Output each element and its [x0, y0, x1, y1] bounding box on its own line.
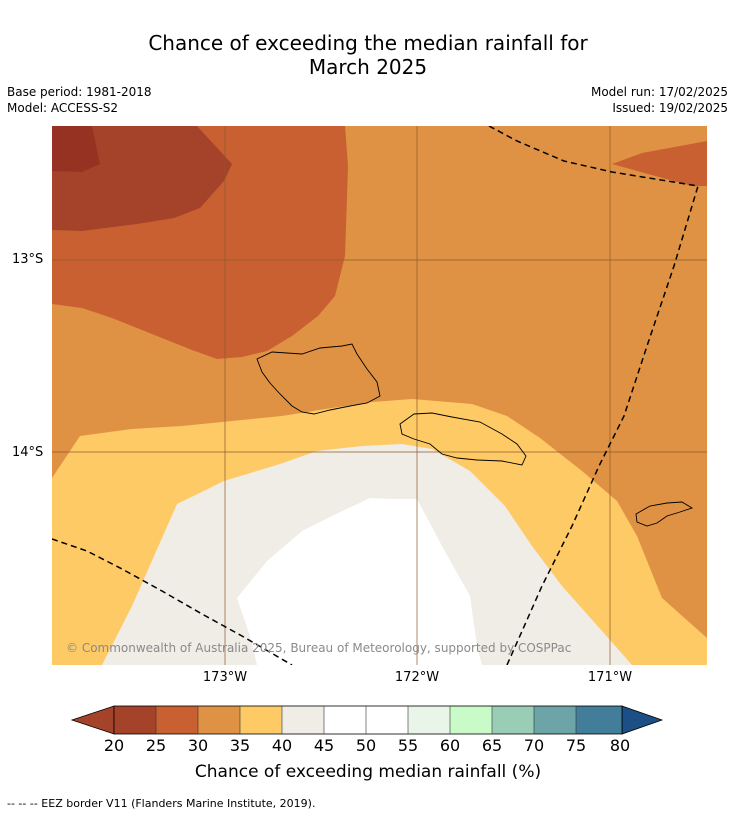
colorbar-tick-60: 60	[439, 736, 461, 755]
colorbar	[70, 705, 664, 735]
colorbar-bin-55-60	[408, 706, 450, 734]
model-run-text: Model run: 17/02/2025	[590, 85, 728, 99]
model-text: Model: ACCESS-S2	[7, 101, 119, 115]
zone-45-55	[237, 498, 482, 665]
colorbar-tick-25: 25	[145, 736, 167, 755]
lon-label-173w: 173°W	[202, 670, 248, 685]
colorbar-tick-35: 35	[229, 736, 251, 755]
colorbar-dividers	[155, 706, 577, 734]
copyright-notice: © Commonwealth of Australia 2025, Bureau…	[66, 641, 572, 655]
upolu-island	[399, 412, 527, 466]
colorbar-tick-70: 70	[523, 736, 545, 755]
lat-label-14s: 14°S	[12, 445, 44, 460]
colorbar-bin-65-70	[492, 706, 534, 734]
zone-25-30-northeast	[612, 141, 707, 186]
map-title-line1: Chance of exceeding the median rainfall …	[148, 31, 588, 55]
colorbar-tick-40: 40	[271, 736, 293, 755]
colorbar-tick-50: 50	[355, 736, 377, 755]
colorbar-bin-50-55	[366, 706, 408, 734]
colorbar-tick-20: 20	[103, 736, 125, 755]
colorbar-tick-80: 80	[609, 736, 631, 755]
colorbar-under-arrow	[70, 705, 115, 735]
colorbar-tick-75: 75	[565, 736, 587, 755]
colorbar-bin-75-80	[576, 706, 622, 734]
colorbar-bin-25-30	[156, 706, 198, 734]
colorbar-bin-35-40	[240, 706, 282, 734]
zone-under-20	[52, 126, 100, 172]
colorbar-bin-30-35	[198, 706, 240, 734]
lat-label-13s: 13°S	[12, 252, 44, 267]
eez-border-east	[488, 126, 699, 665]
colorbar-outline	[113, 705, 623, 735]
colorbar-bin-70-75	[534, 706, 576, 734]
eez-border-southwest	[52, 538, 293, 665]
rainfall-map: © Commonwealth of Australia 2025, Bureau…	[52, 126, 707, 665]
colorbar-tick-45: 45	[313, 736, 335, 755]
colorbar-tick-55: 55	[397, 736, 419, 755]
rainfall-map-svg	[52, 126, 707, 665]
tutuila-island	[635, 501, 694, 527]
colorbar-tick-30: 30	[187, 736, 209, 755]
colorbar-over-arrow	[621, 705, 664, 735]
map-title-line2: March 2025	[308, 55, 428, 79]
lon-label-172w: 172°W	[394, 670, 440, 685]
colorbar-label: Chance of exceeding median rainfall (%)	[194, 762, 542, 782]
colorbar-bin-60-65	[450, 706, 492, 734]
colorbar-bin-20-25	[114, 706, 156, 734]
colorbar-tick-65: 65	[481, 736, 503, 755]
eez-footnote: -- -- -- EEZ border V11 (Flanders Marine…	[7, 797, 316, 810]
lon-label-171w: 171°W	[587, 670, 633, 685]
base-period-text: Base period: 1981-2018	[7, 85, 152, 99]
savaii-island	[256, 343, 381, 415]
colorbar-bin-45-50	[324, 706, 366, 734]
issued-text: Issued: 19/02/2025	[612, 101, 728, 115]
colorbar-bin-40-45	[282, 706, 324, 734]
